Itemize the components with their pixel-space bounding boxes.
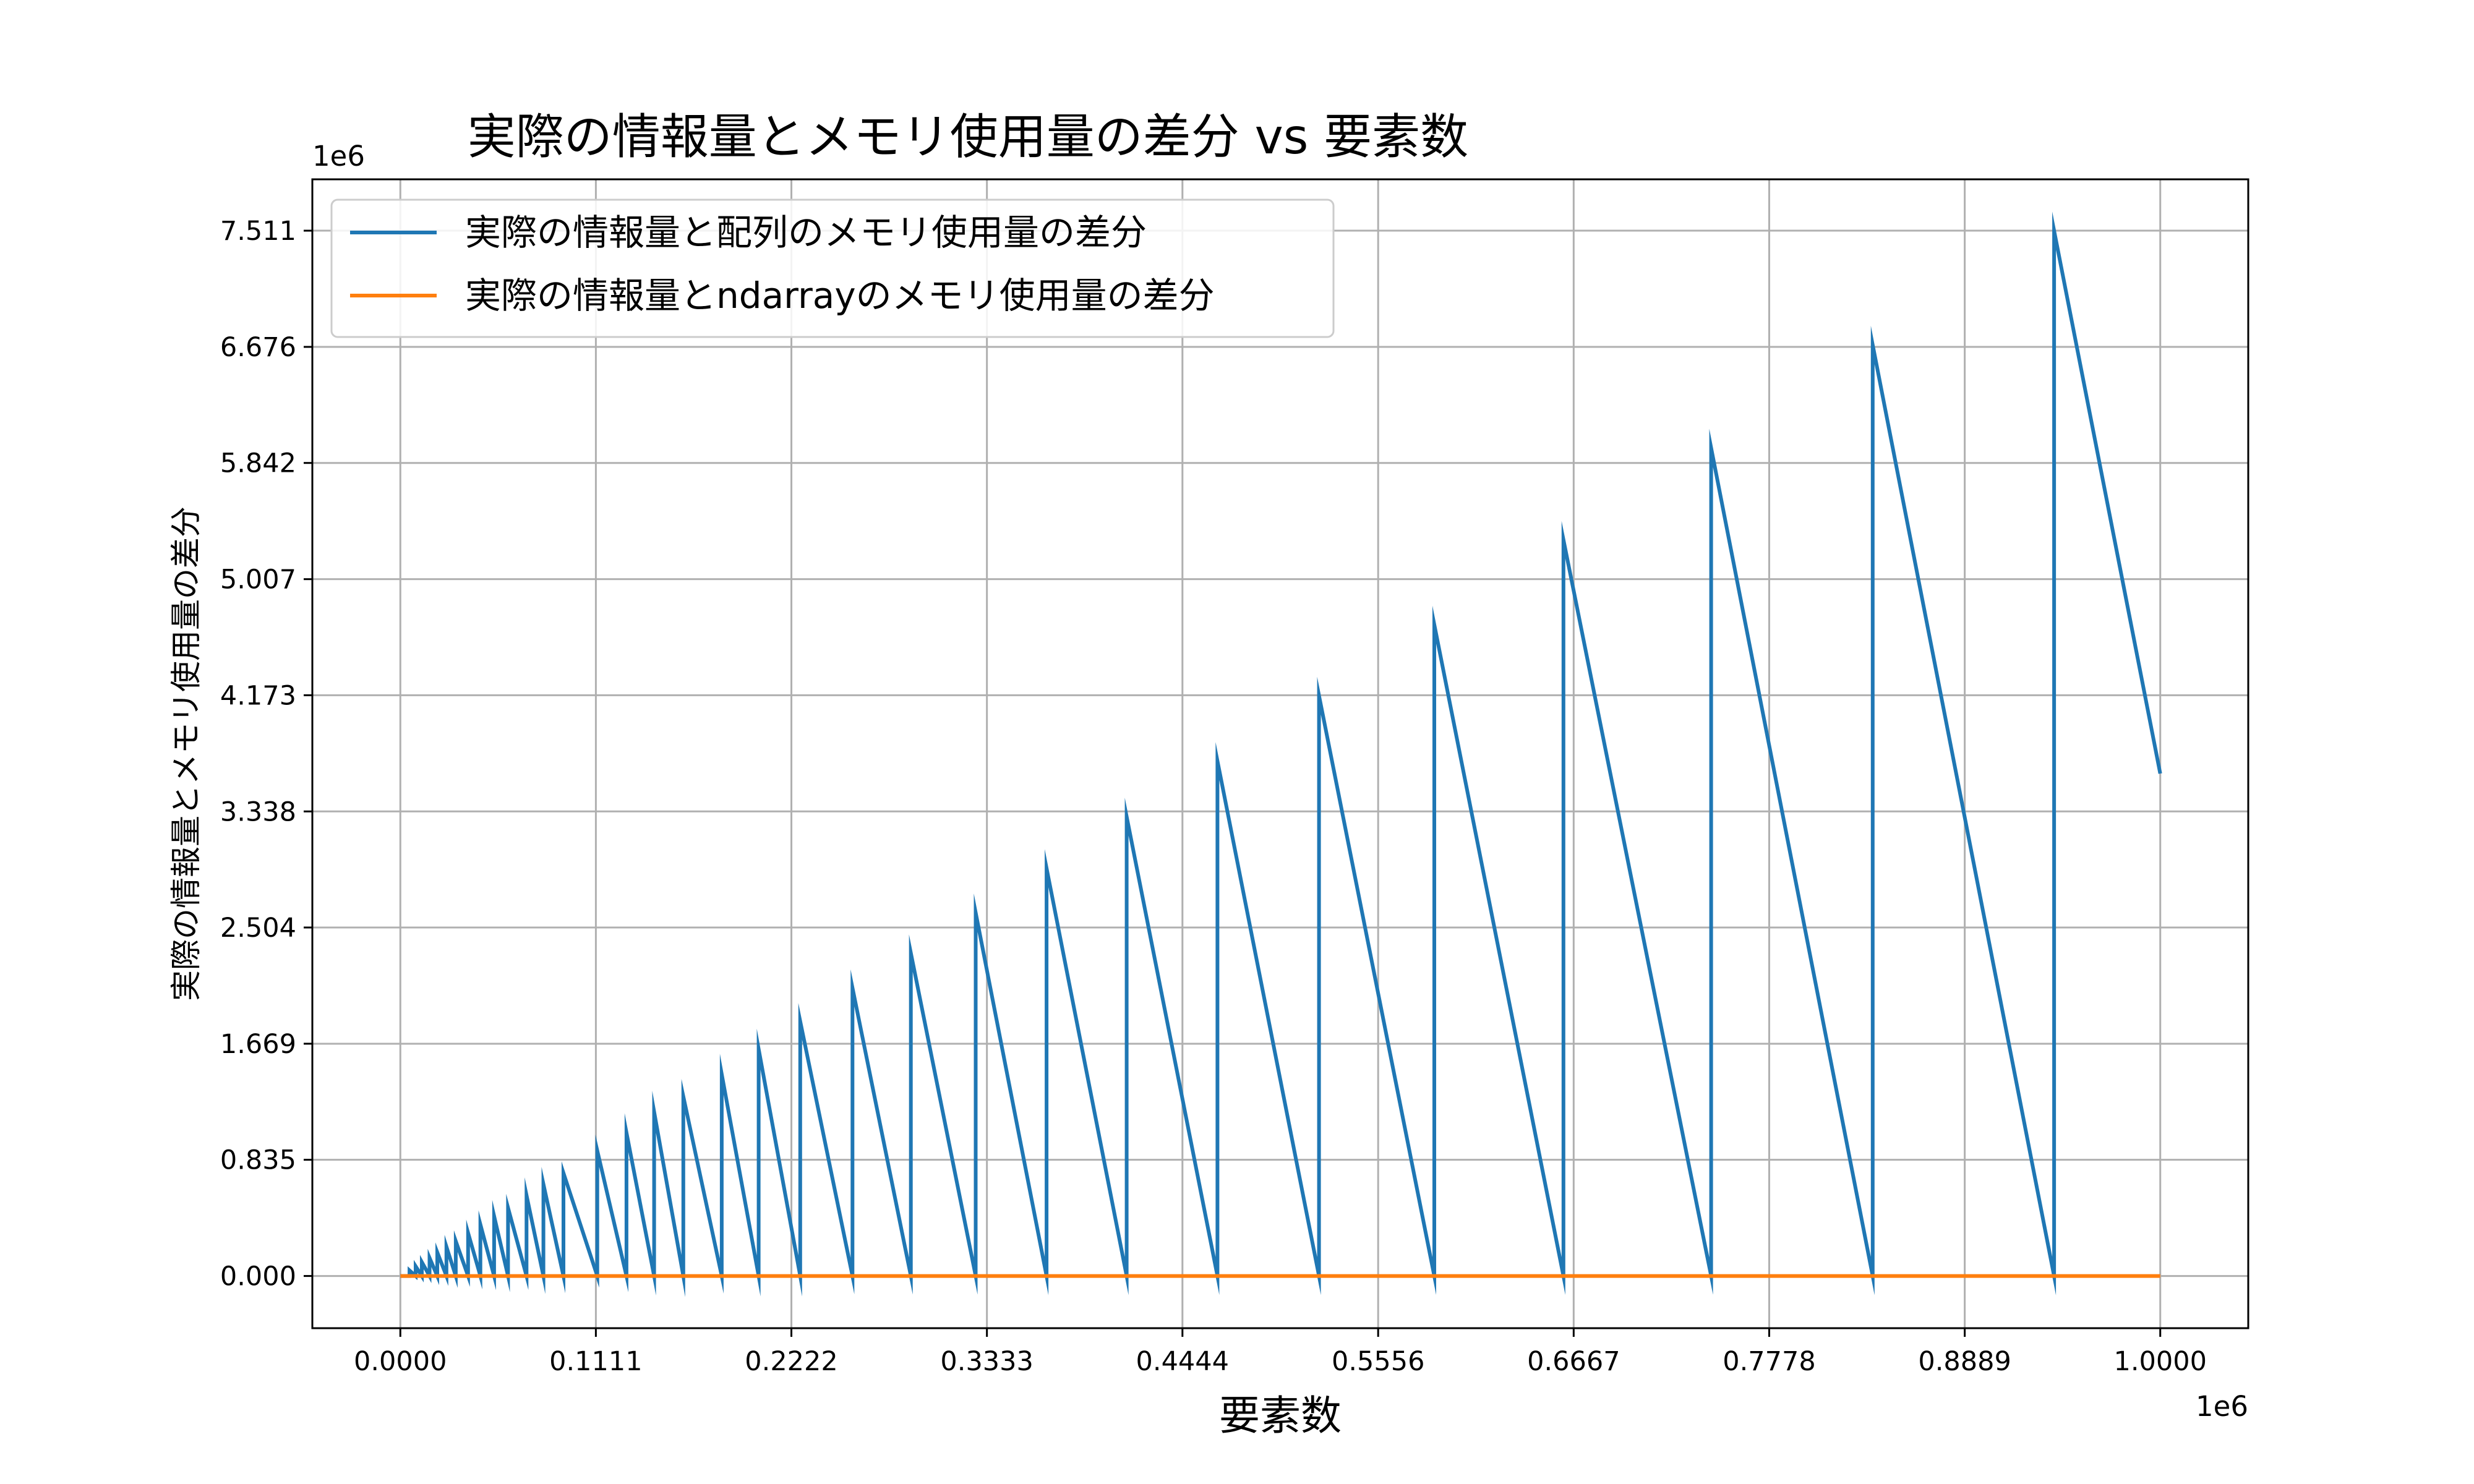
x-tick-label: 0.6667 [1527,1346,1620,1377]
y-tick-label: 0.835 [220,1145,296,1176]
x-tick-label: 0.5556 [1332,1346,1424,1377]
y-tick-label: 7.511 [220,216,296,247]
legend: 実際の情報量と配列のメモリ使用量の差分 実際の情報量とndarrayのメモリ使用… [330,198,1335,338]
legend-box [330,198,1335,338]
x-tick-label: 0.1111 [549,1346,642,1377]
x-tick-label: 0.3333 [940,1346,1033,1377]
y-offset-label: 1e6 [312,140,365,173]
series-array-line [400,211,2162,1297]
x-tick-label: 0.2222 [745,1346,837,1377]
x-axis-ticks: 0.0000 0.1111 0.2222 0.3333 0.4444 0.5556 0.66… [354,1328,2207,1377]
y-tick-label: 1.669 [220,1029,296,1060]
x-offset-label: 1e6 [2196,1390,2248,1423]
y-tick-label: 6.676 [220,332,296,363]
legend-label-array: 実際の情報量と配列のメモリ使用量の差分 [465,211,1147,254]
plot-frame [311,178,2249,1329]
y-tick-label: 3.338 [220,796,296,827]
x-tick-label: 0.8889 [1918,1346,2011,1377]
y-axis-label: 実際の情報量とメモリ使用量の差分 [168,506,204,1001]
x-tick-label: 1.0000 [2113,1346,2206,1377]
x-tick-label: 0.0000 [354,1346,447,1377]
x-axis-label: 要素数 [1219,1392,1342,1439]
series-layer [400,211,2162,1297]
y-tick-label: 5.007 [220,565,296,595]
y-tick-label: 5.842 [220,448,296,479]
y-axis-ticks: 0.000 0.835 1.669 2.504 3.338 4.173 5.007 5.842… [220,216,312,1292]
y-tick-label: 4.173 [220,680,296,711]
y-tick-label: 0.000 [220,1261,296,1292]
x-tick-label: 0.4444 [1136,1346,1229,1377]
x-tick-label: 0.7778 [1723,1346,1815,1377]
chart-title: 実際の情報量とメモリ使用量の差分 vs 要素数 [468,109,1468,165]
y-tick-label: 2.504 [220,913,296,944]
legend-label-ndarray: 実際の情報量とndarrayのメモリ使用量の差分 [465,275,1215,317]
